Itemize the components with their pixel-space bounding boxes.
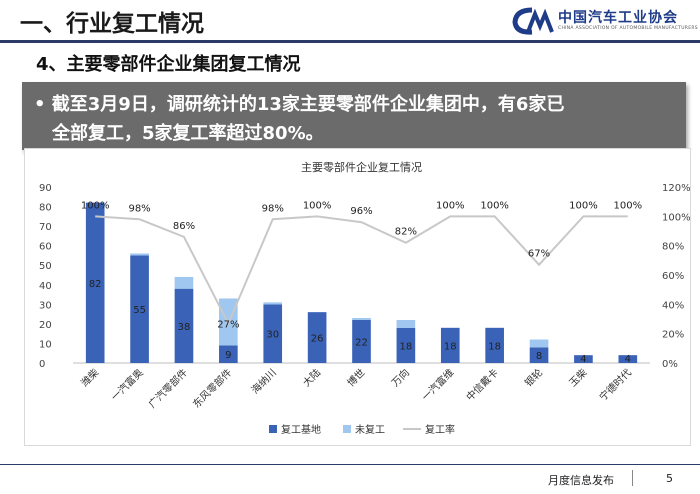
bar-data-label: 9	[225, 350, 231, 361]
rate-data-label: 100%	[480, 200, 509, 211]
bar-resumed	[574, 355, 593, 363]
bar-data-label: 4	[625, 354, 631, 365]
bar-data-label: 8	[536, 351, 542, 362]
rate-data-label: 100%	[303, 200, 332, 211]
bar-data-label: 18	[400, 341, 413, 352]
footer-divider	[0, 464, 700, 465]
x-category-label: 玉柴	[566, 366, 589, 389]
x-category-label: 广汽零部件	[146, 366, 191, 411]
banner-line-1: • 截至3月9日，调研统计的13家主要零部件企业集团中，有6家已	[34, 94, 565, 115]
footer-separator	[632, 470, 633, 486]
y-left-tick-label: 30	[39, 300, 52, 311]
y-right-tick-label: 60%	[662, 271, 684, 282]
x-category-label: 潍柴	[78, 366, 101, 389]
legend-label: 未复工	[355, 423, 385, 436]
bar-not-resumed	[396, 319, 416, 328]
y-left-tick-label: 0	[39, 359, 45, 370]
bar-data-label: 22	[355, 337, 368, 348]
legend-label: 复工率	[425, 423, 455, 436]
rate-data-label: 67%	[528, 249, 550, 260]
y-left-tick-label: 70	[39, 222, 52, 233]
bar-resumed	[130, 255, 149, 363]
x-category-label: 万向	[389, 366, 412, 389]
rate-data-label: 100%	[614, 200, 643, 211]
rate-data-label: 86%	[173, 221, 195, 232]
x-category-label: 银轮	[522, 366, 545, 389]
bar-data-label: 82	[89, 279, 102, 290]
bar-data-label: 4	[580, 354, 586, 365]
bar-data-label: 18	[444, 341, 457, 352]
resumption-chart: 主要零部件企业复工情况 0 10 20 30 40 50 60 70 80 90 0% 20% 40% 60…	[39, 160, 690, 436]
bar-resumed	[219, 345, 238, 363]
x-category-label: 东风零部件	[190, 366, 235, 411]
rate-line	[95, 215, 628, 326]
header-divider	[0, 40, 700, 43]
x-category-label: 中信戴卡	[463, 366, 500, 403]
bar-data-label: 18	[488, 341, 501, 352]
y-left-tick-label: 90	[39, 183, 52, 194]
legend-swatch	[343, 425, 351, 433]
bar-resumed	[529, 347, 549, 363]
summary-banner: • 截至3月9日，调研统计的13家主要零部件企业集团中，有6家已 全部复工，5家…	[22, 82, 686, 150]
y-left-tick-label: 40	[39, 281, 52, 292]
y-right-tick-label: 80%	[662, 242, 684, 253]
rate-data-label: 82%	[395, 227, 417, 238]
bar-data-label: 38	[178, 322, 191, 333]
legend-label: 复工基地	[281, 423, 321, 436]
x-category-label: 大陆	[300, 366, 323, 389]
bar-data-label: 26	[311, 334, 324, 345]
legend-swatch	[269, 425, 277, 433]
rate-data-label: 100%	[81, 200, 110, 211]
bar-resumed	[396, 327, 416, 363]
x-category-label: 宁德时代	[596, 366, 633, 403]
page-title: 一、行业复工情况	[20, 11, 204, 37]
bar-not-resumed	[174, 276, 194, 289]
rate-data-label: 100%	[436, 200, 465, 211]
caam-logo: 中国汽车工业协会 CHINA ASSOCIATION OF AUTOMOBILE…	[510, 4, 698, 38]
chart-container: 主要零部件企业复工情况 0 10 20 30 40 50 60 70 80 90 0% 20% 40% 60…	[24, 148, 691, 446]
bar-resumed	[174, 288, 194, 363]
banner-line-2: 全部复工，5家复工率超过80%。	[52, 123, 324, 144]
y-left-tick-label: 60	[39, 242, 52, 253]
caam-logo-icon	[512, 7, 554, 35]
bar-data-label: 55	[133, 305, 146, 316]
bar-resumed	[440, 327, 460, 363]
bar-resumed	[485, 327, 504, 363]
y-left-tick-label: 80	[39, 203, 52, 214]
y-right-tick-label: 120%	[662, 183, 690, 194]
y-right-tick-label: 0%	[662, 359, 678, 370]
x-category-label: 一汽富奥	[108, 366, 145, 403]
rate-data-label: 27%	[217, 319, 239, 330]
rate-data-label: 96%	[350, 206, 372, 217]
x-category-label: 博世	[344, 366, 367, 389]
x-category-label: 海纳川	[248, 366, 278, 396]
logo-text-cn: 中国汽车工业协会	[558, 10, 678, 26]
rate-data-label: 100%	[569, 200, 598, 211]
y-right-tick-label: 100%	[662, 212, 690, 223]
bar-not-resumed	[352, 318, 371, 320]
bar-resumed	[352, 319, 371, 363]
footer-text: 月度信息发布	[548, 474, 614, 487]
bar-not-resumed	[130, 253, 149, 256]
y-left-tick-label: 10	[39, 339, 52, 350]
logo-text-en: CHINA ASSOCIATION OF AUTOMOBILE MANUFACT…	[558, 26, 698, 31]
bar-not-resumed	[263, 302, 283, 305]
bar-resumed	[85, 202, 105, 363]
y-left-tick-label: 50	[39, 261, 52, 272]
bar-not-resumed	[529, 339, 549, 348]
section-title: 4、主要零部件企业集团复工情况	[36, 54, 301, 75]
rate-data-label: 98%	[128, 203, 150, 214]
chart-title: 主要零部件企业复工情况	[301, 160, 422, 174]
bar-resumed	[263, 304, 283, 363]
bar-data-label: 30	[266, 330, 279, 341]
rate-data-label: 98%	[262, 203, 284, 214]
page-number: 5	[666, 472, 673, 485]
y-right-tick-label: 20%	[662, 330, 684, 341]
bar-resumed	[307, 312, 327, 363]
x-category-label: 一汽富维	[419, 366, 456, 403]
y-left-tick-label: 20	[39, 320, 52, 331]
y-right-tick-label: 40%	[662, 300, 684, 311]
bar-resumed	[618, 355, 638, 363]
